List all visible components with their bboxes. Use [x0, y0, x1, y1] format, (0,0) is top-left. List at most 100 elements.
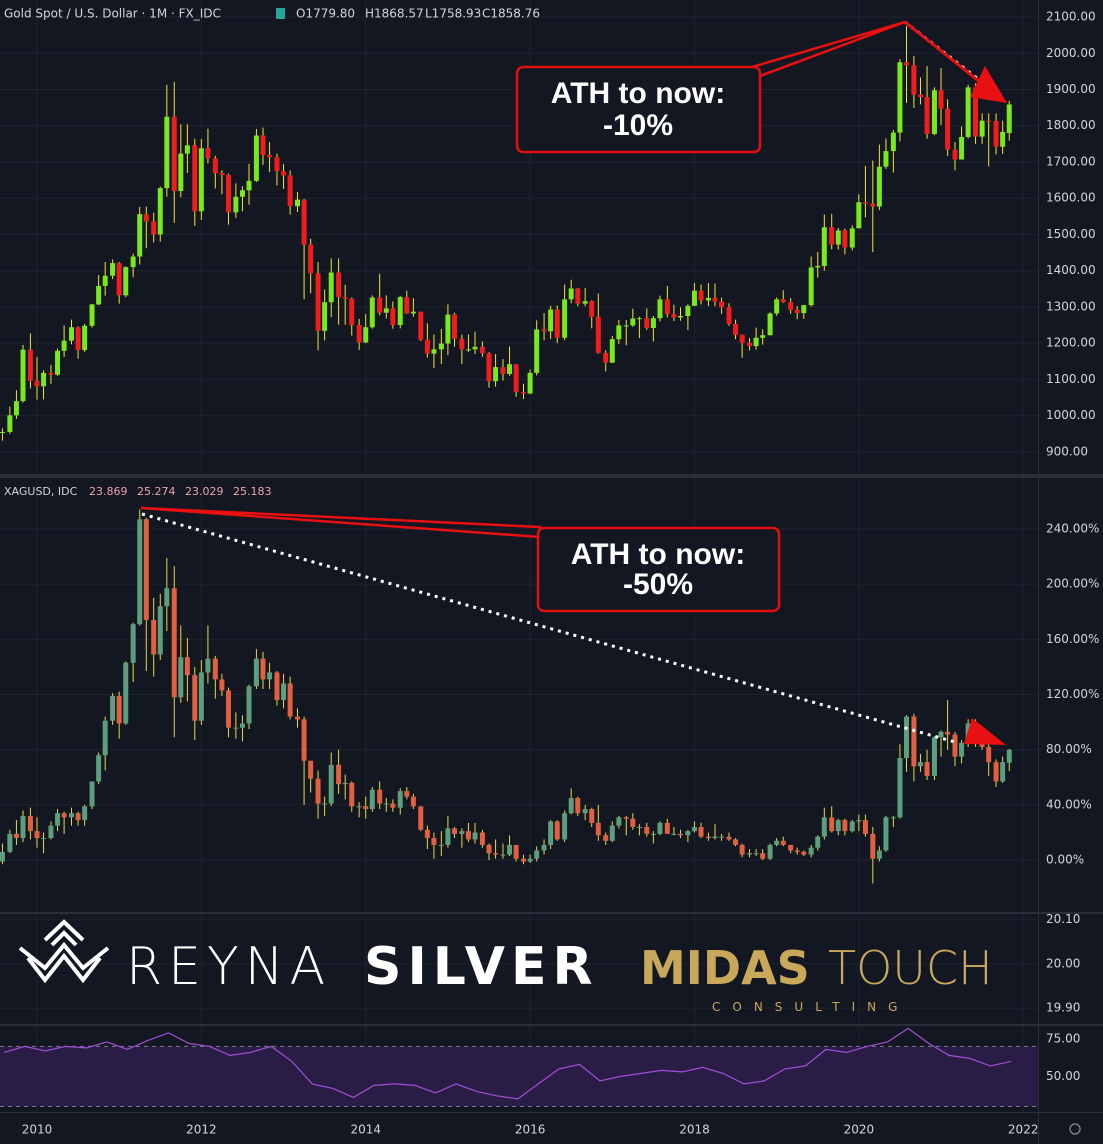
candle-body	[821, 227, 827, 266]
candle-body	[239, 723, 245, 728]
candle-body	[34, 831, 40, 839]
marks	[0, 26, 1012, 1100]
candle-body	[815, 265, 821, 268]
candle-body	[541, 844, 547, 851]
candle-body	[835, 820, 841, 832]
candle-body	[774, 840, 780, 845]
candle-body	[808, 847, 814, 855]
candle-body	[726, 836, 732, 840]
candle-body	[733, 323, 739, 335]
y-tick-label: 1700.00	[1046, 154, 1096, 168]
x-tick-label: 2018	[679, 1123, 710, 1137]
candle-body	[767, 844, 773, 859]
y-tick-label: 1300.00	[1046, 299, 1096, 313]
candle-body	[465, 349, 471, 351]
ohlc-value: C1858.76	[482, 7, 540, 21]
candle-body	[377, 789, 383, 804]
candle-body	[410, 311, 416, 314]
flag[interactable]	[276, 8, 285, 19]
candle-body	[336, 764, 342, 785]
candle-body	[431, 349, 437, 354]
candle-body	[780, 299, 786, 303]
candle-body	[691, 826, 697, 832]
candle-body	[603, 835, 609, 841]
candle-body	[212, 158, 218, 174]
x-tick-label: 2016	[515, 1123, 546, 1137]
candle-body	[562, 299, 568, 338]
candle-body	[636, 826, 642, 828]
candle-body	[253, 658, 259, 687]
candle-body	[767, 313, 773, 336]
candle-body	[698, 290, 704, 301]
candle-body	[616, 325, 622, 340]
candle-body	[657, 822, 663, 834]
candle-body	[418, 311, 424, 340]
candle-body	[911, 716, 917, 767]
arrow	[970, 66, 1007, 103]
candle-body	[548, 309, 554, 332]
candle-body	[225, 690, 231, 728]
candle-body	[41, 838, 47, 840]
candle-body	[404, 297, 410, 314]
candle-body	[938, 731, 944, 738]
ohlc-value: 23.029	[185, 485, 224, 498]
candle-body	[650, 318, 656, 328]
candle-body	[192, 145, 198, 212]
candle-body	[794, 850, 800, 852]
candle-body	[630, 318, 636, 326]
candle-body	[479, 832, 485, 845]
candle-body	[89, 304, 95, 326]
ohlc-value: O1779.80	[296, 7, 355, 21]
y-tick-label: 1000.00	[1046, 408, 1096, 422]
annotation-text: -50%	[623, 568, 693, 601]
candle-body	[198, 672, 204, 721]
candle-body	[397, 791, 403, 808]
rsi-line	[3, 1027, 1012, 1100]
candle-body	[705, 836, 711, 839]
settings-icon[interactable]	[1069, 1123, 1081, 1135]
candle-body	[171, 116, 177, 191]
candle-body	[677, 316, 683, 318]
candle-body	[747, 853, 753, 855]
candle-body	[390, 803, 396, 808]
candle-body	[260, 135, 266, 156]
candle-body	[143, 214, 149, 222]
candle-body	[246, 180, 252, 191]
candle-body	[562, 813, 568, 840]
candle-body	[20, 815, 26, 839]
candle-body	[712, 836, 718, 839]
candle-body	[945, 731, 951, 735]
candle-body	[178, 153, 184, 191]
candle-body	[582, 301, 588, 304]
candle-body	[904, 716, 910, 758]
candle-body	[349, 298, 355, 326]
candle-body	[842, 820, 848, 832]
candle-body	[883, 817, 889, 851]
candle-body	[685, 831, 691, 836]
candle-body	[589, 809, 595, 823]
y-tick-label: 19.90	[1046, 1001, 1080, 1015]
y-tick-label: 160.00%	[1046, 632, 1099, 646]
candle-body	[267, 155, 273, 158]
candle-body	[952, 734, 958, 757]
candle-body	[295, 716, 301, 720]
gold-title: Gold Spot / U.S. Dollar · 1M · FX_IDC	[4, 7, 221, 21]
candle-body	[513, 844, 519, 859]
ohlc-value: 23.869	[89, 485, 128, 498]
candle-body	[137, 519, 143, 625]
candle-body	[993, 121, 999, 147]
ohlc-value: L1758.93	[425, 7, 481, 21]
y-tick-label: 120.00%	[1046, 687, 1099, 701]
candle-body	[677, 833, 683, 836]
candle-body	[205, 148, 211, 159]
candle-body	[788, 844, 794, 851]
candle-body	[986, 120, 992, 122]
y-tick-label: 200.00%	[1046, 577, 1099, 591]
candle-body	[821, 817, 827, 837]
candle-body	[472, 832, 478, 840]
candle-body	[410, 796, 416, 807]
candle-body	[322, 803, 328, 805]
candle-body	[726, 307, 732, 324]
candle-body	[459, 338, 465, 350]
candle-body	[465, 831, 471, 840]
